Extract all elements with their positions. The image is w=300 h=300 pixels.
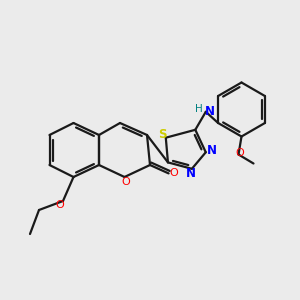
Text: S: S <box>158 128 167 141</box>
Text: H: H <box>195 104 203 114</box>
Text: N: N <box>207 144 218 157</box>
Text: O: O <box>236 148 244 158</box>
Text: N: N <box>185 167 195 180</box>
Text: O: O <box>55 200 64 211</box>
Text: N: N <box>204 105 214 118</box>
Text: O: O <box>121 177 130 188</box>
Text: O: O <box>169 168 178 178</box>
